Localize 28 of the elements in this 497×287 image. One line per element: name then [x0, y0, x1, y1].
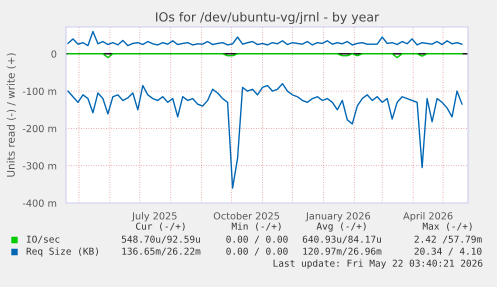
y-axis-title: Units read (-) / write (+): [6, 53, 16, 177]
text: 0.00 / 0.00: [226, 236, 288, 244]
text: 0.00 / 0.00: [226, 248, 288, 256]
line-series: [67, 30, 463, 46]
legend-label: Req Size (KB): [26, 247, 98, 257]
text: Avg (-/+): [316, 222, 366, 232]
text: Min (-/+): [232, 222, 281, 231]
text: Cur (-/+): [136, 222, 185, 231]
x-tick-label: April 2026: [403, 212, 453, 222]
y-tick-label: -200 m: [22, 124, 56, 132]
text: 120.97m/26.96m: [303, 248, 382, 256]
line-series: [67, 82, 463, 189]
x-tick-label: January 2026: [305, 212, 370, 222]
text: 640.93u/84.17u: [302, 236, 381, 244]
y-tick-label: -400 m: [22, 199, 56, 207]
x-tick-label: July 2025: [132, 212, 177, 222]
y-tick-label: -300 m: [22, 162, 56, 170]
text: Last update: Fri May 22 03:40:21 2026: [274, 259, 482, 269]
text: 20.34 / 4.10: [414, 248, 482, 256]
y-tick-label: -100 m: [22, 88, 56, 95]
text: 2.42 /57.79m: [414, 236, 482, 244]
text: 136.65m/26.22m: [122, 248, 200, 256]
chart-title: IOs for /dev/ubuntu-vg/jrnl - by year: [156, 12, 380, 24]
legend-label: IO/sec: [26, 236, 60, 244]
text: Max (-/+): [422, 222, 472, 231]
y-tick-label: 0: [51, 50, 56, 58]
x-tick-label: October 2025: [214, 212, 280, 220]
text: 548.70u/92.59u: [122, 236, 200, 244]
